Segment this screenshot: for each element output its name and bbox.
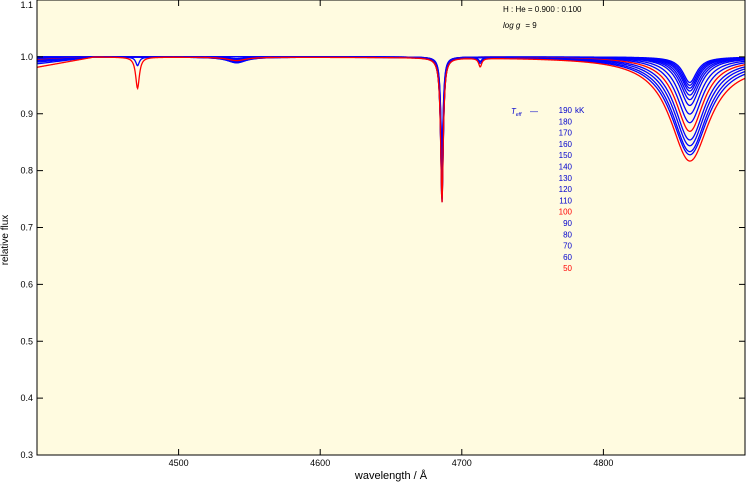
gravity-value: = 9	[525, 21, 537, 30]
teff-label: Teff	[511, 107, 522, 118]
x-tick-label: 4500	[169, 458, 189, 468]
x-tick-label: 4600	[310, 458, 330, 468]
y-axis-label: relative flux	[0, 215, 11, 266]
legend-entry: 60	[563, 253, 572, 262]
legend-entry: 90	[563, 219, 572, 228]
gravity-label: log g	[503, 21, 521, 30]
legend-entry: 140	[559, 163, 573, 172]
x-tick-label: 4800	[593, 458, 613, 468]
teff-unit: kK	[575, 106, 585, 115]
teff-subscript: eff	[516, 112, 522, 118]
legend-entry: 50	[563, 264, 572, 273]
legend-entry: 100	[559, 208, 573, 217]
legend-entries: 190 180 170 160 150 140 130 120 110 100 90 80 70 60 50	[559, 106, 573, 273]
composition-annotation: H : He = 0.900 : 0.100	[503, 5, 582, 14]
x-axis-label: wavelength / Å	[354, 469, 428, 482]
y-tick-label: 0.8	[20, 166, 33, 176]
plot-background	[37, 0, 745, 455]
ticks-layer: 4500 4600 4700 4800 0.3 0.4 0.5 0.6 0.7 0.8 0.9 1.0…	[20, 0, 745, 468]
y-tick-label: 0.7	[20, 223, 33, 233]
series-line-50	[36, 56, 746, 203]
y-tick-label: 1.1	[20, 0, 33, 10]
y-tick-label: 0.3	[20, 450, 33, 460]
legend-entry: 150	[559, 151, 573, 160]
legend-entry: 130	[559, 174, 573, 183]
legend-entry: 80	[563, 230, 572, 239]
legend-entry: 170	[559, 129, 573, 138]
x-tick-label: 4700	[452, 458, 472, 468]
legend-entry: 180	[559, 117, 573, 126]
series-layer	[36, 56, 746, 203]
teff-symbol: T	[511, 107, 517, 116]
y-tick-label: 0.6	[20, 279, 33, 289]
legend-entry: 120	[559, 185, 573, 194]
legend-entry: 160	[559, 140, 573, 149]
y-tick-label: 0.4	[20, 393, 33, 403]
gravity-annotation: log g = 9	[503, 21, 537, 30]
teff-dash: —	[530, 107, 538, 116]
y-tick-label: 1.0	[20, 52, 33, 62]
legend-entry: 110	[559, 196, 572, 205]
y-tick-label: 0.5	[20, 336, 33, 346]
teff-legend: Teff — 190 180 170 160 150 140 130 120 110 100 90 8…	[511, 106, 585, 273]
legend-entry: 70	[563, 242, 572, 251]
y-tick-label: 0.9	[20, 109, 33, 119]
legend-entry: 190	[559, 106, 573, 115]
